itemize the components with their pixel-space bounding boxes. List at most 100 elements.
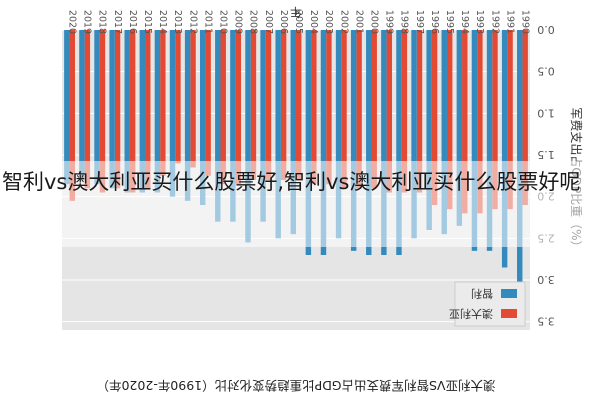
x-tick-label: 2013 [172, 10, 183, 34]
y-tick-label: 3.5 [537, 315, 555, 328]
x-tick-label: 2001 [353, 10, 364, 34]
bar-australia [446, 30, 453, 210]
x-tick-label: 1993 [474, 10, 485, 34]
y-tick-label: 3.0 [537, 273, 555, 286]
legend-swatch [501, 309, 517, 318]
x-tick-label: 1992 [489, 10, 500, 34]
bar-australia [129, 30, 136, 193]
x-tick-label: 2005 [293, 10, 304, 34]
bar-australia [507, 30, 513, 210]
bar-chile [184, 30, 191, 201]
bar-chile [79, 30, 85, 180]
x-tick-label: 2012 [187, 10, 198, 34]
bar-chile [305, 30, 312, 255]
bar-chile [124, 30, 130, 193]
x-axis-title: 年 [290, 5, 302, 19]
bar-chile [426, 30, 432, 230]
x-tick-label: 2003 [323, 10, 334, 34]
bar-australia [160, 30, 166, 176]
bar-chile [501, 30, 508, 268]
bar-australia [145, 30, 151, 189]
x-tick-label: 2000 [368, 10, 379, 34]
bar-chile [335, 30, 342, 239]
bar-australia [84, 30, 91, 189]
bar-australia [250, 30, 257, 180]
bar-chile [64, 30, 70, 185]
bar-chile [290, 30, 296, 235]
bar-australia [477, 30, 483, 214]
x-tick-label: 1991 [504, 10, 515, 34]
bar-australia [69, 30, 75, 201]
bar-australia [341, 30, 347, 189]
legend-label: 澳大利亚 [449, 307, 493, 321]
bar-australia [371, 30, 377, 189]
x-tick-label: 1997 [414, 10, 425, 34]
bar-chile [486, 30, 493, 251]
bar-chile [411, 30, 417, 239]
x-tick-label: 2016 [127, 10, 138, 34]
bar-chile [139, 30, 146, 193]
x-tick-label: 2009 [233, 10, 244, 34]
bar-chile [381, 30, 387, 255]
bar-chile [441, 30, 447, 235]
bar-chile [215, 30, 221, 222]
x-tick-label: 2015 [142, 10, 153, 34]
x-tick-label: 2018 [97, 10, 108, 34]
x-tick-label: 2004 [308, 10, 319, 34]
x-tick-label: 1990 [519, 10, 530, 34]
bar-australia [356, 30, 362, 189]
bar-australia [114, 30, 121, 189]
bar-australia [220, 30, 226, 185]
bar-australia [401, 30, 408, 193]
caption-text: 智利vs澳大利亚买什么股票好,智利vs澳大利亚买什么股票好呢 [2, 170, 581, 194]
x-tick-label: 1996 [429, 10, 440, 34]
y-tick-label: 1.5 [537, 148, 555, 161]
x-tick-label: 2020 [67, 10, 78, 34]
bar-australia [190, 30, 196, 168]
caption-band [0, 161, 592, 247]
bar-chile [260, 30, 266, 222]
bar-australia [311, 30, 317, 185]
x-tick-label: 2010 [218, 10, 229, 34]
bar-chile [456, 30, 463, 226]
x-tick-label: 2017 [112, 10, 123, 34]
bar-australia [175, 30, 181, 164]
x-tick-label: 2007 [263, 10, 274, 34]
x-tick-label: 2006 [278, 10, 289, 34]
bar-chile [245, 30, 251, 243]
bar-australia [326, 30, 332, 185]
chart-title: 澳大利亚VS智利军费支出占GDP比重趋势变化对比（1990年-2020年） [97, 378, 496, 393]
y-tick-label: 1.0 [537, 106, 555, 119]
legend-swatch [501, 289, 517, 298]
bar-australia [462, 30, 468, 214]
x-tick-label: 1995 [444, 10, 455, 34]
x-tick-label: 1994 [459, 10, 470, 34]
bar-australia [522, 30, 528, 205]
bar-chile [275, 30, 281, 239]
bar-chile [199, 30, 206, 205]
bar-australia [265, 30, 272, 180]
bar-australia [386, 30, 393, 193]
x-tick-label: 2011 [202, 10, 213, 34]
bar-australia [416, 30, 423, 193]
y-tick-label: 0.0 [537, 23, 555, 36]
bar-chile [320, 30, 327, 255]
bar-australia [99, 30, 106, 193]
x-tick-label: 1999 [384, 10, 395, 34]
bar-australia [235, 30, 242, 185]
y-tick-label: 0.5 [537, 65, 555, 78]
x-tick-label: 2019 [82, 10, 93, 34]
bar-australia [492, 30, 498, 210]
bar-chile [366, 30, 372, 255]
bar-chile [94, 30, 100, 185]
bar-chile [396, 30, 402, 255]
bar-australia [205, 30, 211, 176]
x-tick-label: 2008 [248, 10, 259, 34]
bar-chile [154, 30, 161, 193]
bar-australia [296, 30, 302, 180]
x-tick-label: 2014 [157, 10, 168, 34]
legend-label: 智利 [471, 287, 493, 301]
x-tick-label: 2002 [338, 10, 349, 34]
bar-chile [230, 30, 236, 222]
